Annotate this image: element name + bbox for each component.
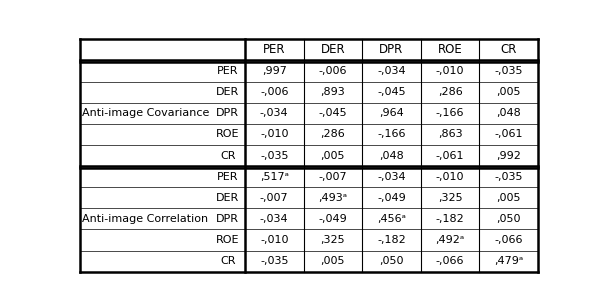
Text: -,061: -,061: [494, 129, 523, 140]
Text: -,049: -,049: [377, 193, 406, 203]
Text: -,006: -,006: [318, 66, 347, 76]
Text: DER: DER: [216, 87, 239, 97]
Text: ,286: ,286: [438, 87, 463, 97]
Text: -,066: -,066: [436, 256, 464, 266]
Text: -,035: -,035: [260, 151, 288, 160]
Text: -,035: -,035: [260, 256, 288, 266]
Text: -,006: -,006: [260, 87, 288, 97]
Text: Anti-image Covariance: Anti-image Covariance: [81, 108, 209, 118]
Text: -,035: -,035: [494, 172, 523, 182]
Text: DER: DER: [321, 43, 345, 56]
Text: ,479ᵃ: ,479ᵃ: [494, 256, 523, 266]
Text: CR: CR: [500, 43, 517, 56]
Text: ,005: ,005: [321, 256, 345, 266]
Text: -,166: -,166: [436, 108, 464, 118]
Text: -,010: -,010: [436, 66, 464, 76]
Text: -,182: -,182: [436, 214, 464, 224]
Text: PER: PER: [263, 43, 285, 56]
Text: -,007: -,007: [260, 193, 289, 203]
Text: ,964: ,964: [379, 108, 404, 118]
Text: -,034: -,034: [260, 214, 289, 224]
Text: ROE: ROE: [216, 129, 239, 140]
Text: DPR: DPR: [379, 43, 403, 56]
Text: DER: DER: [216, 193, 239, 203]
Text: -,010: -,010: [260, 235, 288, 245]
Text: ,992: ,992: [496, 151, 521, 160]
Text: CR: CR: [220, 256, 236, 266]
Text: ,286: ,286: [320, 129, 346, 140]
Text: Anti-image Correlation: Anti-image Correlation: [82, 214, 209, 224]
Text: -,049: -,049: [318, 214, 347, 224]
Text: -,034: -,034: [260, 108, 289, 118]
Text: -,045: -,045: [318, 108, 347, 118]
Text: ,997: ,997: [262, 66, 286, 76]
Text: -,007: -,007: [318, 172, 347, 182]
Text: -,034: -,034: [377, 172, 406, 182]
Text: -,034: -,034: [377, 66, 406, 76]
Text: -,045: -,045: [377, 87, 406, 97]
Text: DPR: DPR: [216, 108, 239, 118]
Text: PER: PER: [217, 172, 239, 182]
Text: ,893: ,893: [320, 87, 346, 97]
Text: ,005: ,005: [496, 193, 521, 203]
Text: ,517ᵃ: ,517ᵃ: [260, 172, 289, 182]
Text: -,010: -,010: [260, 129, 288, 140]
Text: ,456ᵃ: ,456ᵃ: [377, 214, 406, 224]
Text: -,182: -,182: [377, 235, 406, 245]
Text: ,048: ,048: [496, 108, 521, 118]
Text: ,005: ,005: [321, 151, 345, 160]
Text: ROE: ROE: [438, 43, 463, 56]
Text: ,492ᵃ: ,492ᵃ: [435, 235, 465, 245]
Text: ROE: ROE: [216, 235, 239, 245]
Text: PER: PER: [217, 66, 239, 76]
Text: ,048: ,048: [379, 151, 404, 160]
Text: ,325: ,325: [321, 235, 345, 245]
Text: ,493ᵃ: ,493ᵃ: [318, 193, 347, 203]
Text: -,035: -,035: [494, 66, 523, 76]
Text: -,061: -,061: [436, 151, 464, 160]
Text: -,010: -,010: [436, 172, 464, 182]
Text: -,166: -,166: [377, 129, 406, 140]
Text: DPR: DPR: [216, 214, 239, 224]
Text: ,325: ,325: [438, 193, 463, 203]
Text: CR: CR: [220, 151, 236, 160]
Text: -,066: -,066: [494, 235, 523, 245]
Text: ,050: ,050: [379, 256, 404, 266]
Text: ,005: ,005: [496, 87, 521, 97]
Text: ,863: ,863: [438, 129, 463, 140]
Text: ,050: ,050: [496, 214, 521, 224]
